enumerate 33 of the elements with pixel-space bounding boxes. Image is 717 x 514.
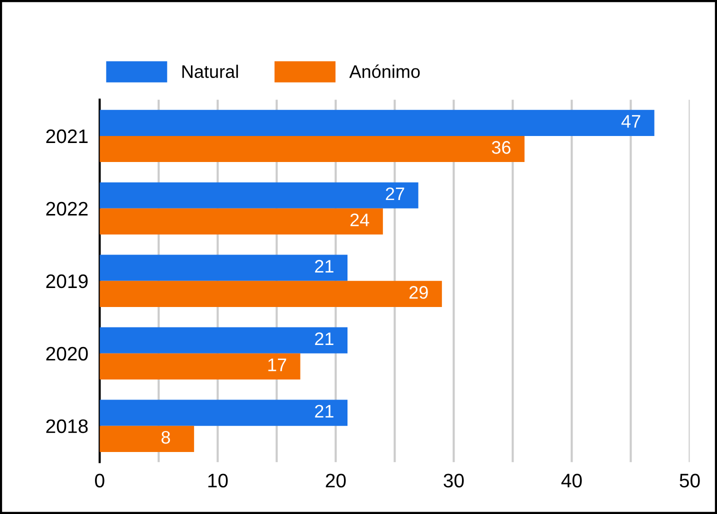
bar (100, 254, 348, 281)
data-label: 17 (268, 358, 286, 372)
data-label: 47 (621, 115, 640, 128)
data-label: 27 (386, 187, 404, 200)
legend-label: Anónimo (349, 64, 420, 78)
data-label: 21 (315, 260, 334, 273)
data-label: 21 (315, 404, 334, 418)
bar (100, 110, 654, 136)
y-tick-label: 2019 (46, 274, 88, 288)
legend-label: Natural (182, 64, 238, 78)
data-label: 36 (492, 141, 510, 154)
bar (100, 426, 194, 452)
y-tick-label: 2022 (46, 202, 88, 216)
data-label: 21 (315, 332, 334, 345)
y-tick-label: 2018 (46, 419, 88, 434)
data-label: 24 (350, 214, 370, 226)
bar (100, 353, 300, 380)
bar (100, 182, 418, 208)
x-tick-label: 30 (444, 474, 464, 488)
x-tick-label: 10 (208, 474, 228, 488)
bar (100, 136, 525, 162)
data-label: 8 (162, 430, 170, 444)
data-label: 29 (409, 286, 428, 299)
x-tick-label: 40 (561, 474, 582, 488)
bar (100, 280, 442, 307)
y-tick-label: 2020 (46, 346, 88, 361)
bar (100, 208, 383, 235)
x-tick-label: 20 (326, 474, 346, 488)
bar (100, 327, 348, 354)
bar (100, 400, 348, 426)
x-tick-label: 0 (95, 474, 104, 488)
y-tick-label: 2021 (46, 129, 88, 144)
x-tick-label: 50 (680, 474, 700, 488)
